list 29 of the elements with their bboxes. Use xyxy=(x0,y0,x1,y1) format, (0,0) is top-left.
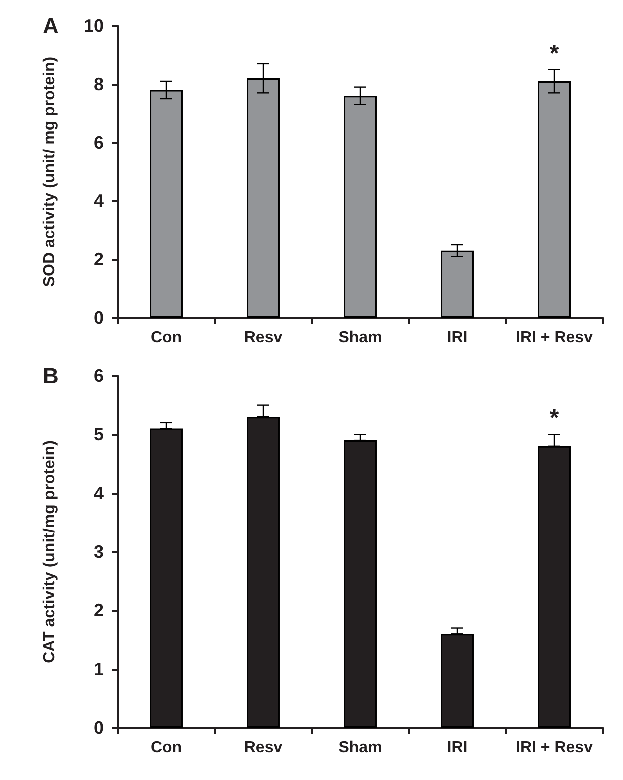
y-tick-label: 8 xyxy=(94,74,104,94)
x-tick-label: IRI + Resv xyxy=(516,330,594,346)
annotation: * xyxy=(550,405,560,432)
chart-title: A xyxy=(43,14,59,38)
y-tick-label: 2 xyxy=(94,250,104,270)
y-tick-label: 0 xyxy=(94,308,104,328)
y-tick-label: 4 xyxy=(94,483,104,504)
y-axis-title: SOD activity (unit/ mg protein) xyxy=(42,56,58,288)
x-tick-label: Con xyxy=(150,330,182,346)
y-tick-label: 6 xyxy=(94,132,104,153)
y-tick-label: 3 xyxy=(94,542,104,562)
y-tick-label: 0 xyxy=(94,718,104,738)
y-axis-title: CAT activity (unit/mg protein) xyxy=(42,440,58,664)
y-tick-label: 4 xyxy=(94,191,104,212)
x-tick-label: IRI xyxy=(447,330,468,346)
x-tick-label: Sham xyxy=(338,740,382,756)
y-tick-label: 5 xyxy=(94,424,104,445)
x-tick-label: IRI + Resv xyxy=(516,740,594,756)
y-tick-label: 10 xyxy=(84,16,104,36)
x-tick-label: Sham xyxy=(338,330,382,346)
y-tick-label: 6 xyxy=(94,366,104,386)
x-tick-label: Con xyxy=(150,740,182,756)
chart-title: B xyxy=(43,364,59,388)
x-tick-label: Resv xyxy=(244,740,283,756)
annotation: * xyxy=(550,40,560,68)
x-tick-label: IRI xyxy=(447,740,468,756)
x-tick-label: Resv xyxy=(244,330,283,346)
y-tick-label: 2 xyxy=(94,600,104,621)
y-tick-label: 1 xyxy=(94,659,104,680)
